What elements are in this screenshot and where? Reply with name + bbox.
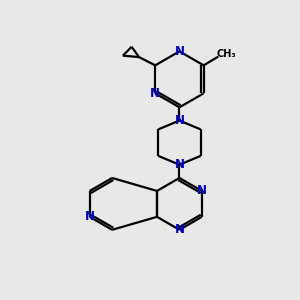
Text: N: N <box>174 223 184 236</box>
Text: N: N <box>174 158 184 171</box>
Text: N: N <box>85 210 95 223</box>
Text: N: N <box>197 184 207 197</box>
Text: N: N <box>174 45 184 58</box>
Text: CH₃: CH₃ <box>217 49 236 59</box>
Text: N: N <box>174 114 184 127</box>
Text: N: N <box>150 87 160 100</box>
